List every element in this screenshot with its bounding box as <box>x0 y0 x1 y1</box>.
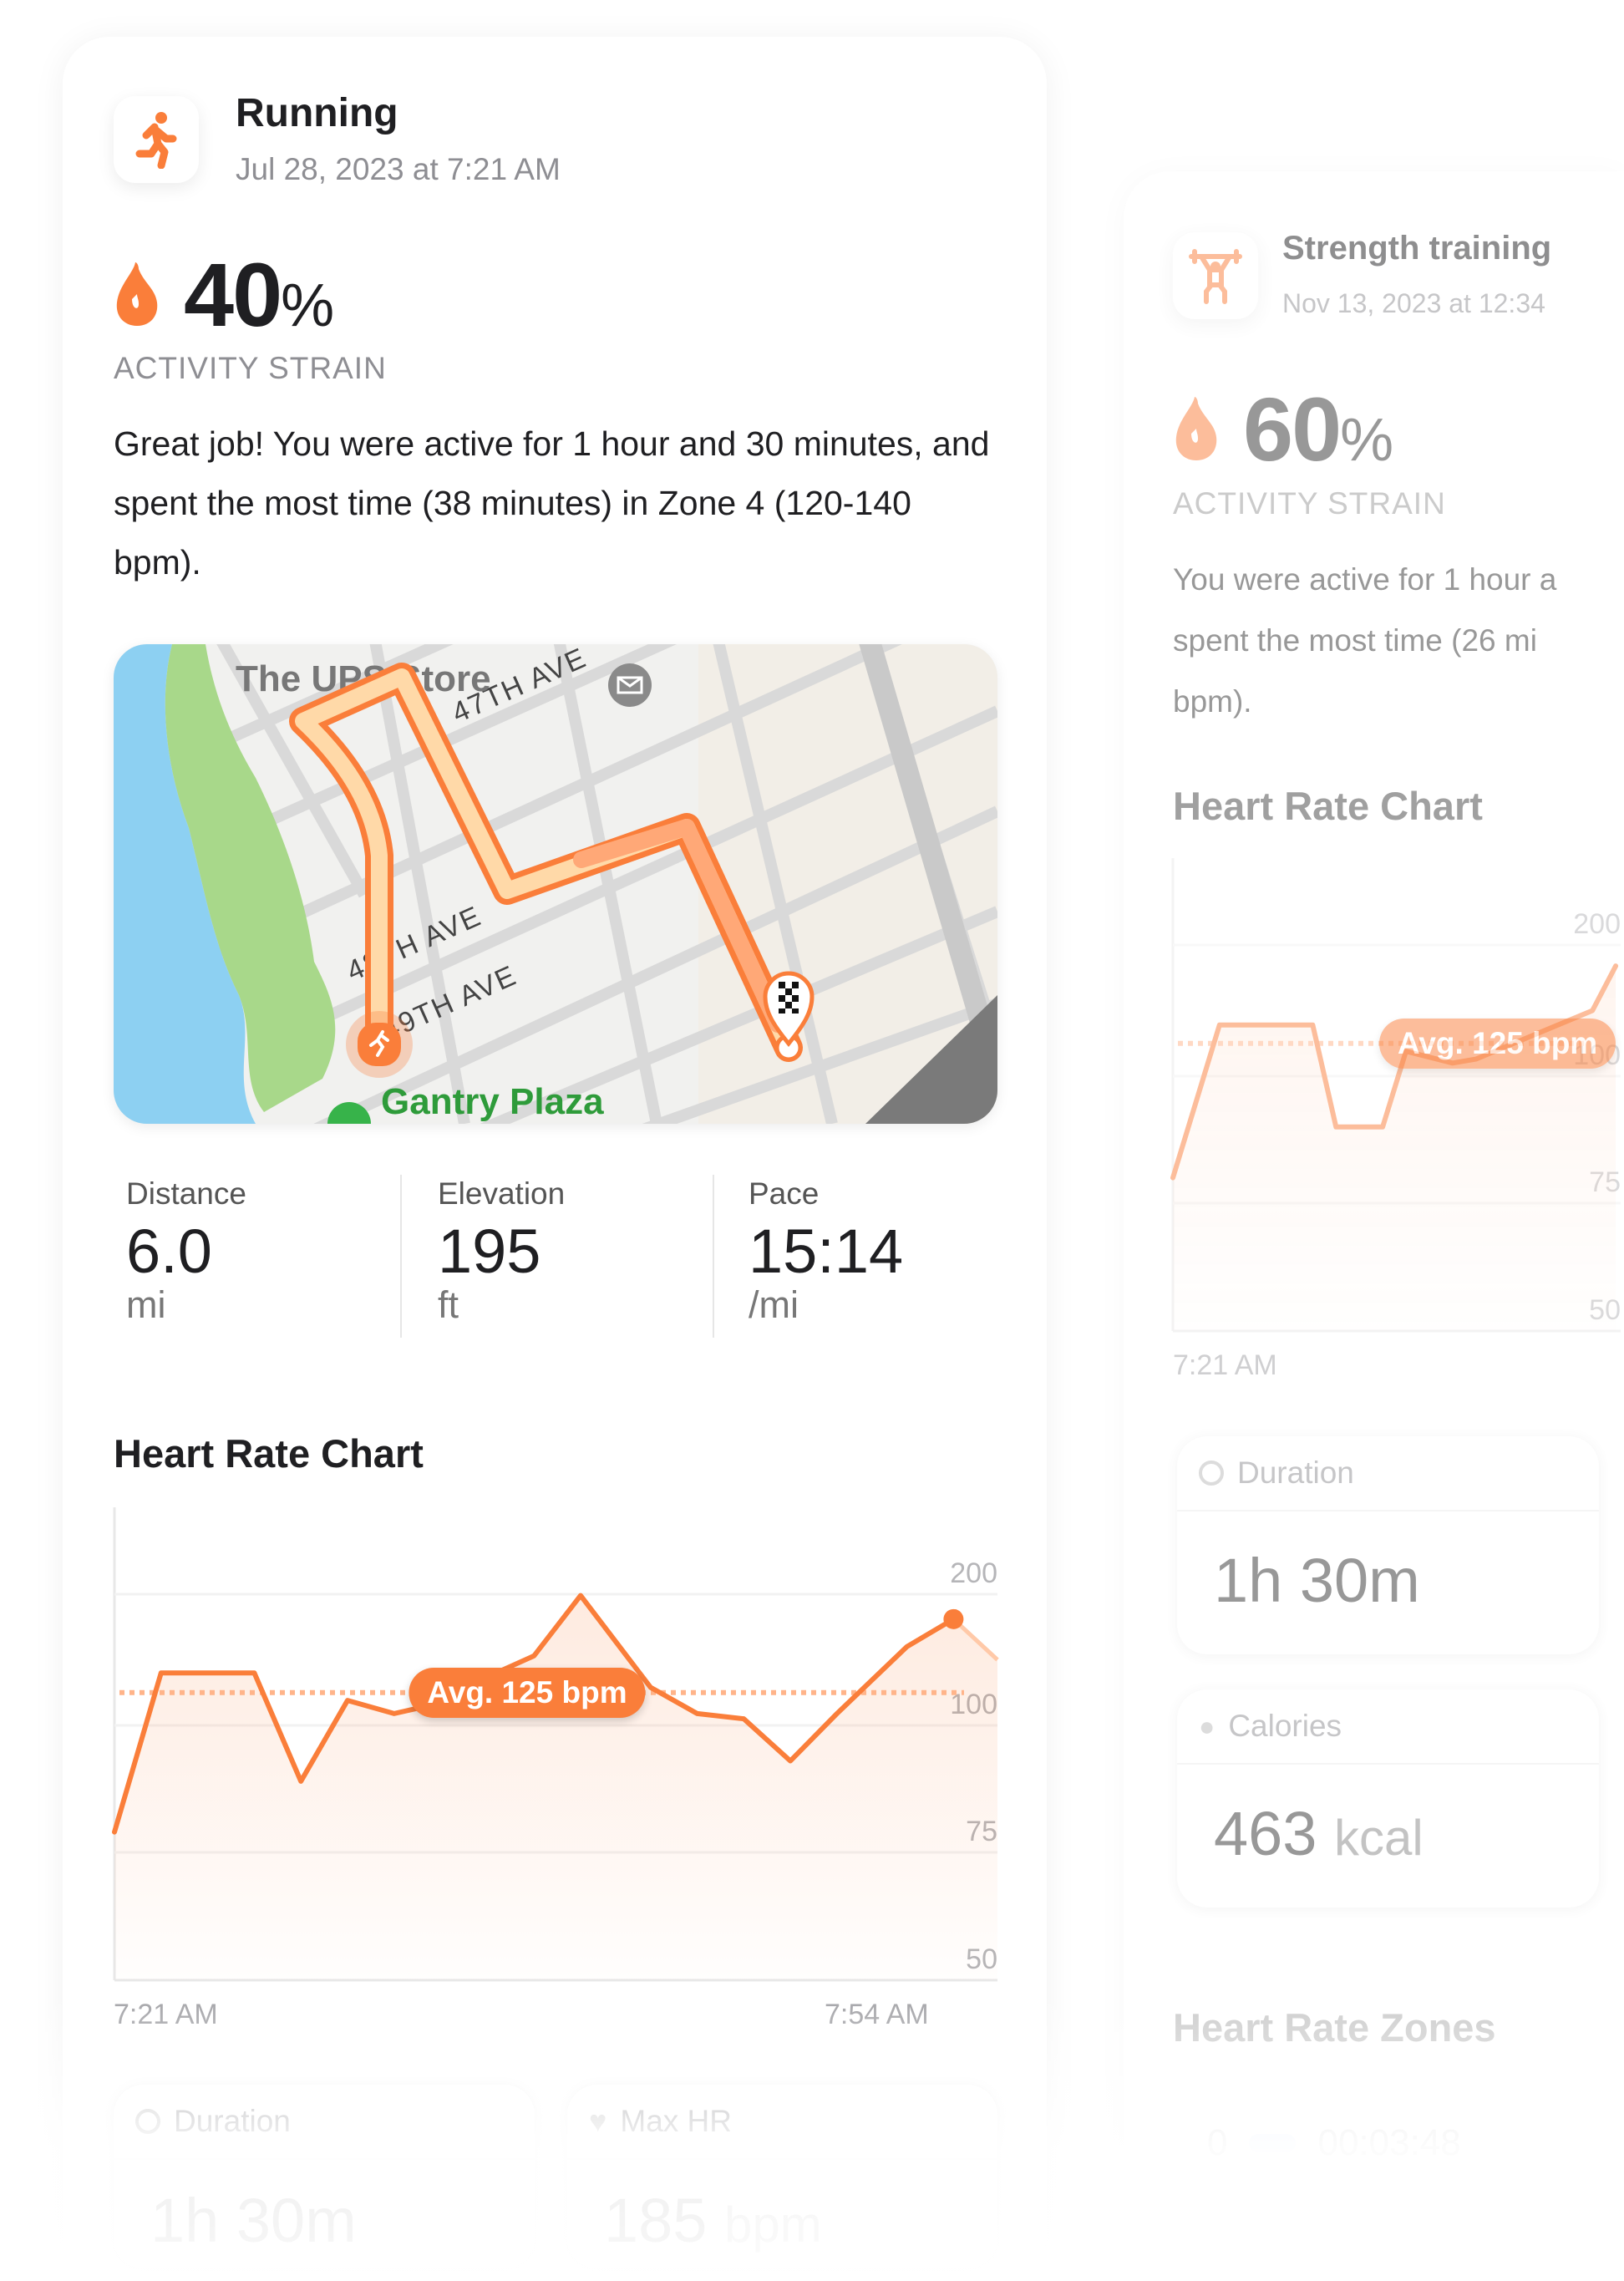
average-label: Avg. 125 bpm <box>1379 1018 1616 1069</box>
map-dark-area <box>865 995 997 1124</box>
zone-row: 0 00:03:48 <box>1207 2122 1461 2164</box>
park-label: Gantry Plaza <box>381 1081 604 1122</box>
tile-label: Duration <box>174 2104 291 2138</box>
route-path-inner <box>295 668 797 1056</box>
strain-label: ACTIVITY STRAIN <box>1173 486 1446 521</box>
strain-label: ACTIVITY STRAIN <box>114 351 387 385</box>
strain-number: 60 <box>1243 378 1342 480</box>
checkered-flag-icon <box>779 982 799 1013</box>
stat-elevation: Elevation 195 ft <box>438 1176 565 1323</box>
stopwatch-icon <box>135 2109 160 2134</box>
tile-max-hr[interactable]: ♥ Max HR 185 bpm <box>567 2085 997 2268</box>
fire-icon <box>116 262 158 326</box>
activity-summary: You were active for 1 hour a spent the m… <box>1173 549 1616 732</box>
tile-value: 185 <box>604 2186 708 2255</box>
zone-number: 0 <box>1207 2122 1228 2163</box>
stat-value: 15:14 <box>749 1217 904 1286</box>
stat-unit: mi <box>126 1283 166 1326</box>
route-map[interactable]: 47TH AVE 48TH AVE 49TH AVE The UPS Store… <box>114 644 997 1124</box>
route-map-canvas: 47TH AVE 48TH AVE 49TH AVE The UPS Store… <box>114 644 997 1124</box>
flame-icon: ● <box>1199 1710 1215 1741</box>
x-tick-label: 7:21 AM <box>114 1999 218 2030</box>
heart-icon: ♥ <box>589 2104 607 2138</box>
stat-value: 6.0 <box>126 1217 212 1286</box>
park-icon <box>327 1102 371 1124</box>
summary-line: bpm). <box>1173 684 1252 719</box>
highlight-point <box>943 1608 964 1629</box>
heart-rate-chart[interactable]: 5075100200 <box>112 1507 999 1982</box>
strain-unit: % <box>1340 407 1394 474</box>
y-tick-label: 200 <box>1573 908 1621 940</box>
activity-summary: Great job! You were active for 1 hour an… <box>114 424 990 582</box>
stat-label: Elevation <box>438 1176 566 1211</box>
stat-distance: Distance 6.0 mi <box>126 1176 246 1323</box>
x-tick-label: 7:21 AM <box>1173 1349 1277 1381</box>
tile-value: 1h 30m <box>150 2186 357 2255</box>
stat-label: Pace <box>749 1176 820 1211</box>
heart-rate-chart-title: Heart Rate Chart <box>114 1431 424 1476</box>
strain-value: 60 % <box>1243 377 1393 481</box>
tile-unit: bpm <box>724 2197 822 2253</box>
tile-label: Duration <box>1237 1455 1354 1490</box>
stat-value: 195 <box>438 1217 541 1286</box>
tile-calories[interactable]: ● Calories 463 kcal <box>1177 1689 1599 1908</box>
activity-date: Jul 28, 2023 at 7:21 AM <box>236 152 561 186</box>
activity-icon-box <box>1173 232 1258 319</box>
x-tick-label: 7:54 AM <box>825 1999 929 2030</box>
map-park <box>165 644 336 1112</box>
weightlifter-icon <box>1189 249 1242 304</box>
tile-label: Calories <box>1228 1709 1342 1743</box>
heart-rate-chart-title: Heart Rate Chart <box>1173 784 1483 828</box>
stopwatch-icon <box>1199 1461 1224 1486</box>
heart-rate-chart-strength[interactable]: 5075100200 <box>1170 858 1621 1333</box>
activity-icon-box <box>114 96 199 183</box>
start-runner-icon <box>369 1030 389 1057</box>
activity-title: Strength training <box>1282 230 1552 267</box>
map-highway <box>859 644 997 1082</box>
tile-value: 1h 30m <box>1214 1546 1420 1615</box>
activity-title: Running <box>236 91 398 135</box>
tile-duration[interactable]: Duration 1h 30m <box>114 2085 535 2268</box>
zone-bar <box>1249 2134 1297 2152</box>
map-water <box>114 644 256 1124</box>
area-fill <box>114 1595 997 1980</box>
divider <box>713 1175 714 1338</box>
mail-icon-glyph <box>617 676 643 694</box>
zone-time: 00:03:48 <box>1317 2122 1461 2163</box>
strain-unit: % <box>281 272 335 339</box>
summary-line: You were active for 1 hour a <box>1173 562 1557 597</box>
average-label: Avg. 125 bpm <box>409 1667 646 1718</box>
strain-number: 40 <box>184 244 282 345</box>
strain-value: 40 % <box>184 242 334 347</box>
heart-rate-zones-title: Heart Rate Zones <box>1173 2005 1496 2050</box>
tile-value: 463 <box>1214 1799 1317 1868</box>
stat-label: Distance <box>126 1176 246 1211</box>
fire-icon <box>1175 397 1217 460</box>
y-tick-label: 200 <box>950 1557 997 1589</box>
running-figure-icon <box>135 112 177 169</box>
tile-unit: kcal <box>1334 1810 1424 1866</box>
tile-duration[interactable]: Duration 1h 30m <box>1177 1436 1599 1654</box>
tile-label: Max HR <box>620 2104 732 2138</box>
route-path-fast <box>573 819 786 1033</box>
summary-line: spent the most time (26 mi <box>1173 623 1537 658</box>
activity-date: Nov 13, 2023 at 12:34 <box>1282 288 1545 318</box>
stat-unit: ft <box>438 1283 459 1326</box>
stat-pace: Pace 15:14 /mi <box>749 1176 903 1323</box>
stat-unit: /mi <box>749 1283 799 1326</box>
divider <box>400 1175 402 1338</box>
series-line <box>112 1593 957 1835</box>
